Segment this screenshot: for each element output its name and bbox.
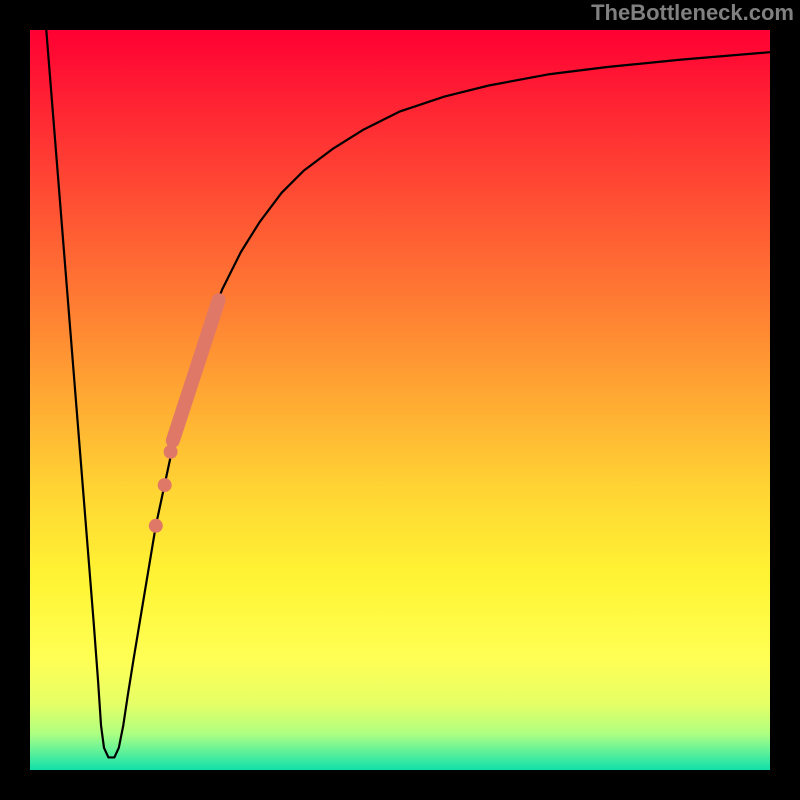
bottleneck-chart [0, 0, 800, 800]
watermark-text: TheBottleneck.com [591, 0, 794, 26]
chart-container: TheBottleneck.com [0, 0, 800, 800]
highlight-dot [158, 478, 172, 492]
highlight-dot [149, 519, 163, 533]
highlight-dot [164, 445, 178, 459]
chart-background [30, 30, 770, 770]
